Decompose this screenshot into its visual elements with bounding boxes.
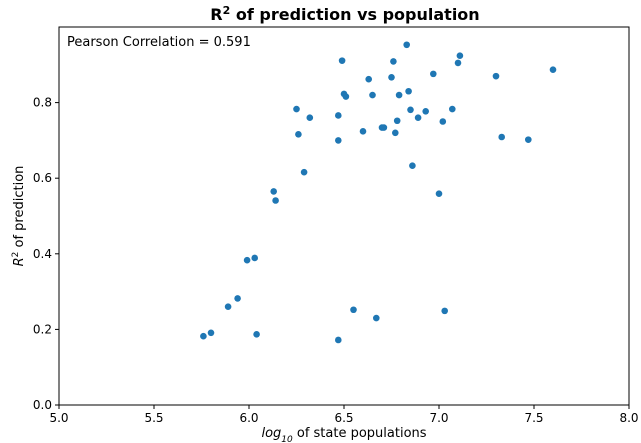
x-axis-label-base: log xyxy=(261,426,281,441)
data-point xyxy=(393,117,401,125)
data-point xyxy=(251,254,258,262)
y-tick-label: 0.8 xyxy=(33,96,52,110)
data-point xyxy=(243,256,251,264)
data-point xyxy=(359,128,367,135)
data-point xyxy=(253,331,260,338)
y-tick-label: 0.6 xyxy=(33,171,52,185)
data-point xyxy=(409,162,416,170)
y-tick-label: 0.2 xyxy=(33,322,52,336)
data-point xyxy=(200,332,207,340)
x-tick-label: 5.0 xyxy=(49,411,68,425)
data-point xyxy=(338,57,346,64)
chart-title-base: R xyxy=(210,5,222,24)
x-axis-label: log10 of state populations xyxy=(261,426,426,443)
data-point xyxy=(306,114,314,122)
data-point xyxy=(272,197,279,204)
data-point xyxy=(407,106,414,114)
data-point xyxy=(300,168,308,176)
x-tick-label: 8.0 xyxy=(619,411,638,425)
x-axis-label-rest: of state populations xyxy=(293,426,427,441)
y-axis-ticks: 0.0 0.2 0.4 0.6 0.8 xyxy=(33,96,59,412)
x-tick-label: 7.0 xyxy=(429,411,448,425)
data-point xyxy=(350,306,357,314)
x-tick-label: 7.5 xyxy=(524,411,543,425)
data-point xyxy=(335,336,342,344)
data-point xyxy=(449,105,456,113)
data-point xyxy=(403,41,411,49)
data-point xyxy=(439,118,447,125)
chart-title-rest: of prediction vs population xyxy=(230,5,479,24)
data-point xyxy=(335,112,342,119)
data-point xyxy=(422,107,430,115)
y-axis-label-sup: 2 xyxy=(11,252,21,258)
y-axis-label-rest: of prediction xyxy=(12,166,27,252)
x-axis-ticks: 5.0 5.5 6.0 6.5 7.0 7.5 8.0 xyxy=(49,405,639,425)
data-point xyxy=(435,190,443,197)
data-points xyxy=(200,41,557,344)
data-point xyxy=(373,314,380,322)
data-point xyxy=(365,75,373,83)
data-point xyxy=(498,133,506,141)
chart-title: R2 of prediction vs population xyxy=(210,4,479,25)
data-point xyxy=(335,137,342,144)
plot-frame xyxy=(58,26,630,406)
data-point xyxy=(390,58,397,65)
y-tick-label: 0.0 xyxy=(33,398,52,412)
data-point xyxy=(430,70,437,78)
pearson-annotation: Pearson Correlation = 0.591 xyxy=(67,35,251,50)
data-point xyxy=(414,114,422,122)
data-point xyxy=(270,188,278,195)
data-point xyxy=(342,93,350,100)
data-point xyxy=(293,105,300,113)
data-point xyxy=(441,307,449,315)
x-tick-label: 6.0 xyxy=(239,411,258,425)
data-point xyxy=(388,73,395,81)
y-tick-label: 0.4 xyxy=(33,247,52,261)
y-axis-label: R2 of prediction xyxy=(11,166,27,267)
x-tick-label: 5.5 xyxy=(144,411,163,425)
data-point xyxy=(392,129,399,137)
data-point xyxy=(369,91,376,99)
chart-title-sup: 2 xyxy=(223,4,231,17)
data-point xyxy=(454,59,462,67)
data-point xyxy=(380,124,388,131)
data-point xyxy=(492,72,500,80)
data-point xyxy=(295,131,302,138)
data-point xyxy=(234,295,241,302)
data-point xyxy=(207,329,215,337)
data-point xyxy=(395,91,403,99)
x-axis-label-sub: 10 xyxy=(281,435,293,443)
data-point xyxy=(224,303,232,311)
y-axis-label-base: R xyxy=(12,257,27,266)
x-tick-label: 6.5 xyxy=(334,411,353,425)
data-point xyxy=(549,66,557,74)
data-point xyxy=(405,87,412,95)
data-point xyxy=(456,52,464,60)
data-point xyxy=(525,136,532,143)
